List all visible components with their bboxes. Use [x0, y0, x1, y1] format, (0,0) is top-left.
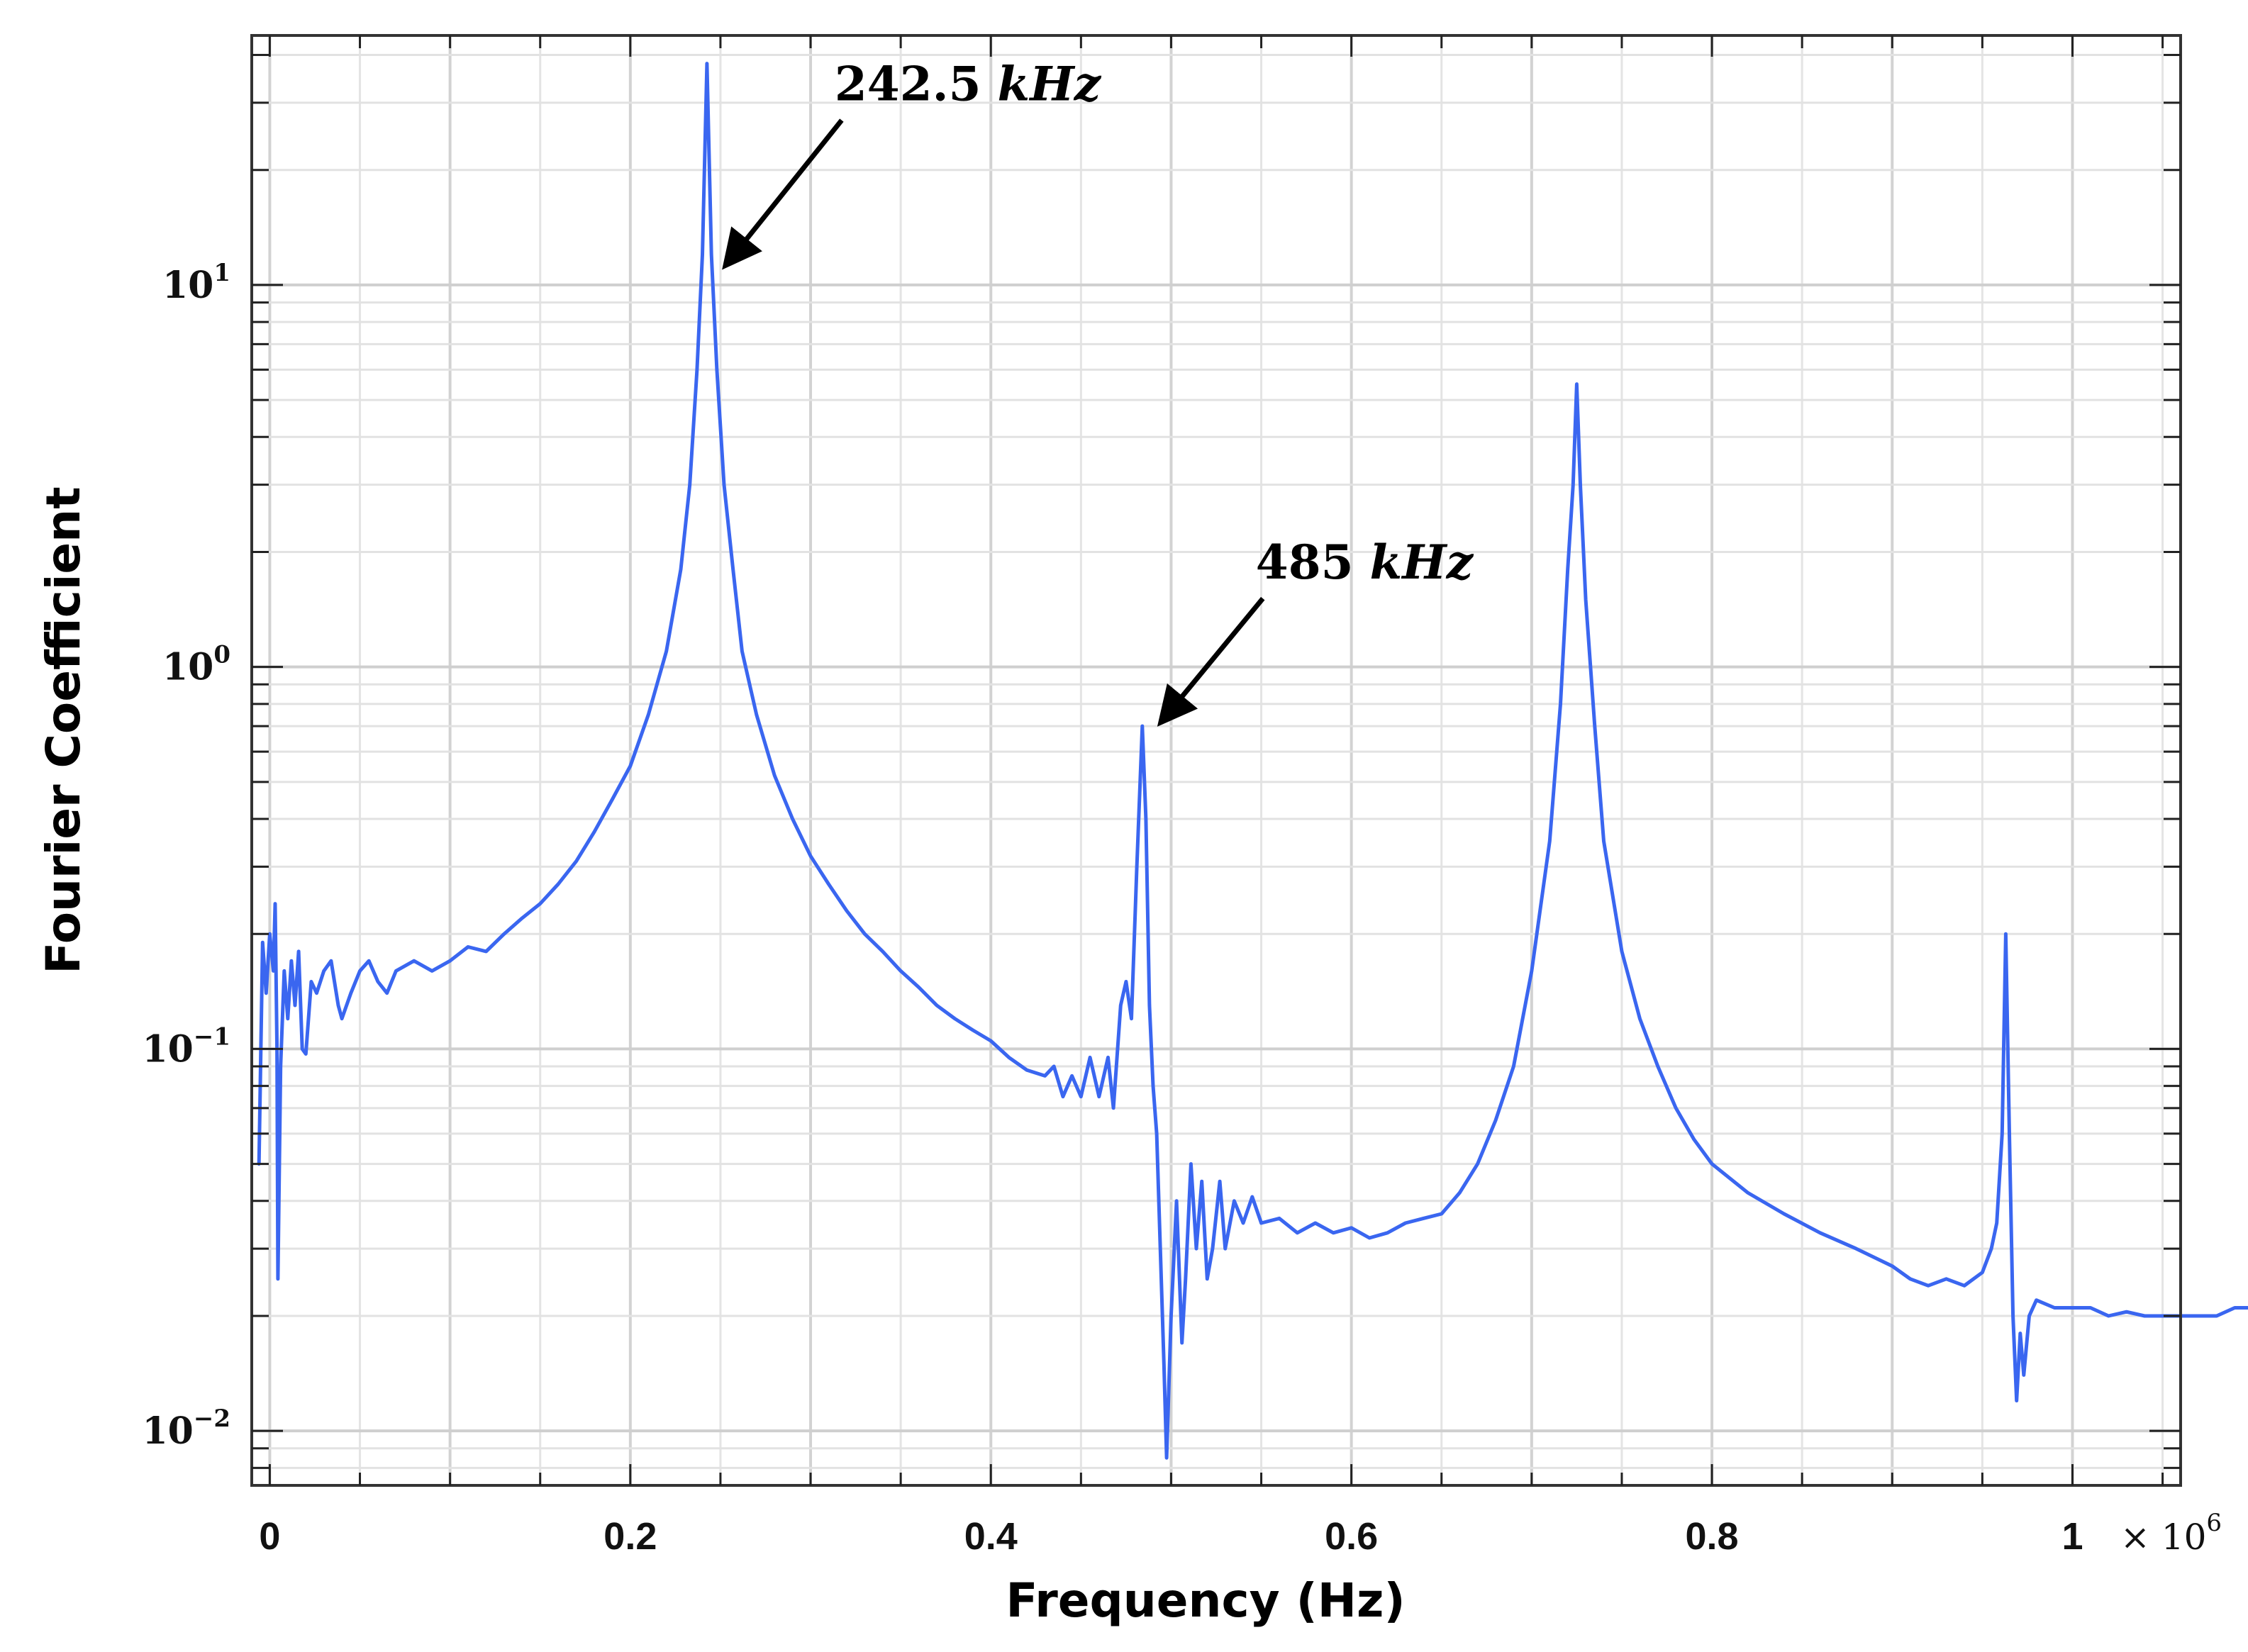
- annotation-arrow: [1157, 596, 1265, 727]
- annotation-label: 242.5 kHz: [835, 57, 1102, 112]
- x-tick-label: 0.4: [964, 1515, 1018, 1558]
- x-axis-multiplier: × 106: [2120, 1509, 2222, 1558]
- plot-background: [252, 35, 2181, 1485]
- y-tick-label: 10−1: [142, 1022, 230, 1071]
- y-axis-label: Fourier Coefficient: [36, 486, 91, 973]
- series-layer: [257, 62, 2248, 1460]
- x-tick-label: 0.8: [1686, 1515, 1739, 1558]
- y-tick-label: 10−2: [142, 1405, 230, 1453]
- annotation-label: 485 kHz: [1256, 535, 1474, 590]
- tick-layer: 0 0.2 0.4 0.6 0.8 1 101 100 10−1 10−2: [142, 35, 2181, 1558]
- series-line-0: [257, 62, 2248, 1460]
- x-tick-label: 0.2: [603, 1515, 657, 1558]
- annotation-arrow: [722, 118, 844, 270]
- x-tick-label: 0: [259, 1515, 280, 1558]
- annotation-layer: 242.5 kHz 485 kHz: [722, 57, 1474, 727]
- x-axis-label: Frequency (Hz): [1006, 1573, 1405, 1628]
- x-tick-label: 0.6: [1325, 1515, 1378, 1558]
- plot-frame: [250, 34, 2182, 1487]
- x-tick-label: 1: [2061, 1515, 2083, 1558]
- y-tick-label: 101: [162, 259, 230, 307]
- grid: [252, 35, 2181, 1485]
- y-tick-label: 100: [162, 641, 230, 689]
- plot-border: [250, 34, 2182, 1487]
